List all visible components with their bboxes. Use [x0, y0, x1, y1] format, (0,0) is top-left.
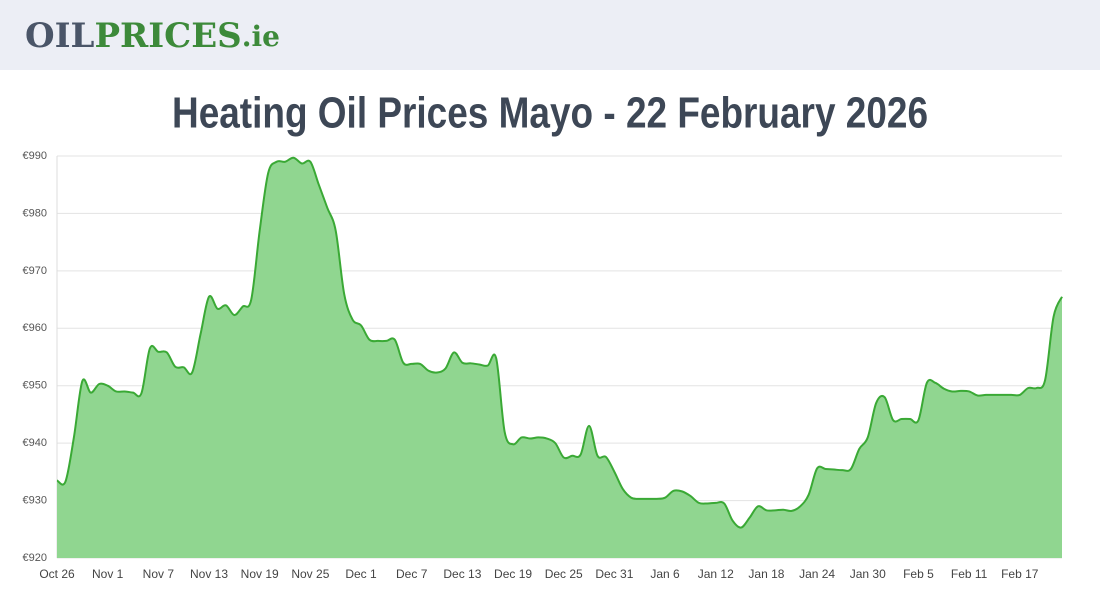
x-tick-label: Jan 6: [650, 567, 680, 581]
x-tick-label: Jan 12: [698, 567, 734, 581]
x-tick-label: Jan 18: [748, 567, 784, 581]
header-bar: [0, 0, 1100, 70]
y-tick-label: €960: [23, 322, 47, 334]
x-tick-label: Jan 24: [799, 567, 835, 581]
x-tick-label: Feb 11: [951, 567, 988, 581]
y-tick-label: €950: [23, 380, 47, 392]
chart-title: Heating Oil Prices Mayo - 22 February 20…: [172, 89, 928, 138]
x-tick-label: Nov 19: [241, 567, 279, 581]
y-tick-label: €980: [23, 207, 47, 219]
logo-part: .ie: [242, 20, 280, 53]
logo-part: OIL: [25, 16, 95, 56]
x-tick-label: Nov 7: [143, 567, 175, 581]
x-tick-label: Nov 13: [190, 567, 228, 581]
y-tick-label: €970: [23, 265, 47, 277]
y-tick-label: €930: [23, 494, 47, 506]
y-tick-label: €940: [23, 437, 47, 449]
x-tick-label: Dec 1: [345, 567, 377, 581]
x-tick-label: Nov 25: [291, 567, 329, 581]
y-tick-label: €990: [23, 150, 47, 162]
x-tick-label: Nov 1: [92, 567, 124, 581]
x-tick-label: Dec 13: [443, 567, 481, 581]
x-tick-label: Jan 30: [850, 567, 886, 581]
y-tick-label: €920: [23, 552, 47, 564]
x-tick-label: Dec 25: [545, 567, 583, 581]
x-tick-label: Feb 5: [903, 567, 934, 581]
price-line: [56, 156, 1063, 529]
x-tick-label: Oct 26: [39, 567, 75, 581]
logo[interactable]: OILPRICES.ie: [25, 16, 280, 56]
x-tick-label: Dec 19: [494, 567, 532, 581]
area-fill: [57, 157, 1062, 559]
logo-part: PRICES: [94, 16, 241, 56]
x-tick-label: Dec 7: [396, 567, 428, 581]
x-tick-label: Feb 17: [1001, 567, 1039, 581]
x-tick-label: Dec 31: [595, 567, 633, 581]
